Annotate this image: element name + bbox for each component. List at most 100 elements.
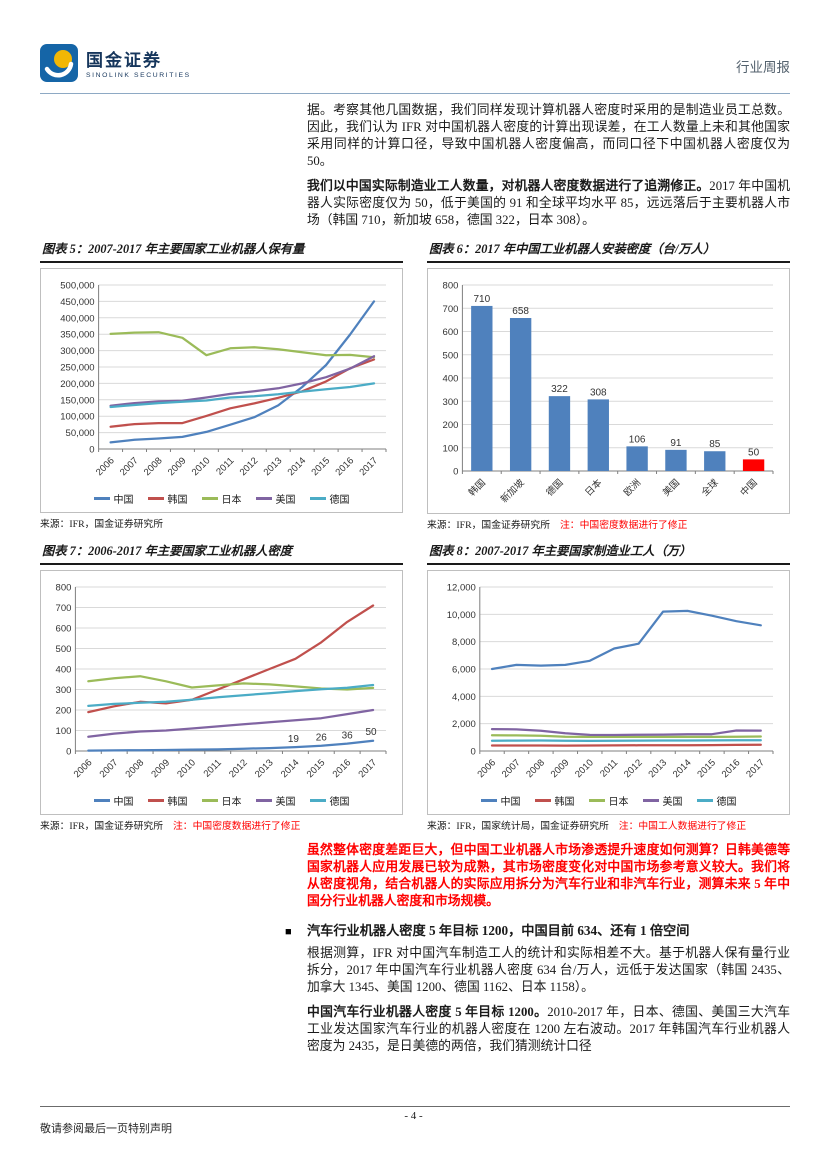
svg-text:6,000: 6,000 [452, 665, 476, 676]
svg-text:400: 400 [442, 374, 458, 385]
svg-text:2008: 2008 [123, 757, 146, 780]
legend-item-韩国: 韩国 [147, 491, 188, 506]
figure-5-title: 图表 5：2007-2017 年主要国家工业机器人保有量 [40, 237, 403, 263]
legend-item-德国: 德国 [309, 491, 350, 506]
svg-text:新加坡: 新加坡 [498, 476, 527, 505]
paragraph-density-correction-lead: 我们以中国实际制造业工人数量，对机器人密度数据进行了追溯修正。 [307, 179, 710, 193]
svg-text:36: 36 [341, 731, 353, 742]
figure-8-title: 图表 8：2007-2017 年主要国家制造业工人（万） [427, 539, 790, 565]
header-divider [40, 93, 790, 94]
figure-8-source: 来源：IFR，国家统计局，国金证券研究所 [427, 821, 609, 832]
svg-text:2010: 2010 [189, 455, 212, 478]
figure-7-canvas: 0 100 200 300 400 500 600 700 800 2006 2007 2008 200… [55, 583, 386, 780]
figure-8-note: 注：中国工人数据进行了修正 [618, 821, 747, 832]
legend-item-中国: 中国 [93, 793, 134, 808]
legend-item-美国: 美国 [255, 491, 296, 506]
section-heading-text: 汽车行业机器人密度 5 年目标 1200，中国目前 634、还有 1 倍空间 [307, 923, 690, 938]
svg-text:300: 300 [55, 685, 71, 696]
svg-text:300,000: 300,000 [60, 346, 94, 357]
bullet-square-icon: ■ [285, 926, 292, 938]
report-body: 据。考察其他几国数据，我们同样发现计算机器人密度时采用的是制造业员工总数。因此，… [40, 102, 790, 1063]
svg-text:250,000: 250,000 [60, 363, 94, 374]
svg-text:200: 200 [442, 420, 458, 431]
svg-text:50,000: 50,000 [65, 428, 94, 439]
figure-7: 图表 7：2006-2017 年主要国家工业机器人密度 0 100 200 300 40… [40, 539, 403, 832]
paragraph-density-correction: 我们以中国实际制造业工人数量，对机器人密度数据进行了追溯修正。2017 年中国机… [307, 178, 790, 229]
svg-text:2009: 2009 [548, 757, 571, 780]
svg-text:2012: 2012 [227, 757, 250, 780]
figure-8-chart-box: 0 2,000 4,000 6,000 8,000 10,000 12,000 2006 200… [427, 570, 790, 815]
svg-text:2009: 2009 [149, 757, 172, 780]
svg-text:500: 500 [442, 350, 458, 361]
legend-swatch [93, 497, 110, 500]
svg-text:2017: 2017 [356, 757, 379, 780]
legend-swatch [93, 799, 110, 802]
svg-text:300: 300 [442, 397, 458, 408]
brand-name-cn: 国金证券 [86, 51, 162, 71]
legend-item-德国: 德国 [309, 793, 350, 808]
svg-text:100: 100 [55, 726, 71, 737]
figure-7-title: 图表 7：2006-2017 年主要国家工业机器人密度 [40, 539, 403, 565]
legend-swatch [309, 497, 326, 500]
legend-swatch [480, 799, 497, 802]
svg-text:2010: 2010 [573, 757, 596, 780]
paragraph-market-penetration-question: 虽然整体密度差距巨大，但中国工业机器人市场渗透提升速度如何测算？日韩美德等国家机… [307, 843, 790, 908]
figure-5-canvas: 0 50,000 100,000 150,000 200,000 250,000 300,0… [60, 281, 386, 478]
paragraph-auto-density-current: 根据测算，IFR 对中国汽车制造工人的统计和实际相差不大。基于机器人保有量行业拆… [307, 946, 790, 994]
svg-text:2006: 2006 [93, 455, 116, 478]
svg-text:美国: 美国 [660, 477, 682, 499]
svg-text:50: 50 [365, 727, 377, 738]
svg-text:2017: 2017 [744, 757, 767, 780]
legend-swatch [588, 799, 605, 802]
svg-text:2017: 2017 [357, 455, 380, 478]
figure-7-source-row: 来源：IFR，国金证券研究所 注：中国密度数据进行了修正 [40, 818, 403, 832]
svg-text:2015: 2015 [695, 757, 718, 780]
page-header: 国金证券 SINOLINK SECURITIES 行业周报 [40, 44, 790, 92]
legend-swatch [255, 799, 272, 802]
svg-text:150,000: 150,000 [60, 395, 94, 406]
legend-swatch [147, 497, 164, 500]
figure-7-note: 注：中国密度数据进行了修正 [173, 821, 301, 832]
legend-swatch [147, 799, 164, 802]
svg-text:322: 322 [551, 384, 568, 395]
footer-disclaimer: 敬请参阅最后一页特别声明 [40, 1123, 172, 1135]
svg-text:200: 200 [55, 706, 71, 717]
svg-text:2016: 2016 [719, 757, 742, 780]
svg-text:全球: 全球 [698, 476, 720, 498]
svg-text:2007: 2007 [117, 455, 140, 478]
svg-text:2013: 2013 [261, 455, 284, 478]
svg-text:600: 600 [442, 327, 458, 338]
svg-text:2014: 2014 [670, 757, 693, 780]
legend-item-中国: 中国 [93, 491, 134, 506]
svg-text:2012: 2012 [237, 455, 260, 478]
svg-text:2008: 2008 [524, 757, 547, 780]
figure-7-legend: 中国 韩国 日本 美国 德国 [43, 791, 400, 812]
svg-text:106: 106 [628, 434, 645, 445]
svg-text:710: 710 [473, 294, 490, 305]
svg-text:200,000: 200,000 [60, 379, 94, 390]
svg-text:450,000: 450,000 [60, 297, 94, 308]
footer-divider [40, 1106, 790, 1107]
svg-text:800: 800 [442, 281, 458, 292]
page-number: - 4 - [404, 1110, 423, 1122]
svg-text:日本: 日本 [582, 476, 604, 498]
figure-5-source-row: 来源：IFR，国金证券研究所 [40, 516, 403, 530]
legend-swatch [534, 799, 551, 802]
report-type-label: 行业周报 [736, 60, 790, 75]
svg-text:400: 400 [55, 665, 71, 676]
figure-5: 图表 5：2007-2017 年主要国家工业机器人保有量 0 50,000 100,… [40, 237, 403, 531]
svg-text:85: 85 [709, 439, 721, 450]
figure-7-chart-box: 0 100 200 300 400 500 600 700 800 2006 2007 2008 200… [40, 570, 403, 815]
figure-8-legend: 中国 韩国 日本 美国 德国 [430, 791, 787, 812]
svg-text:4,000: 4,000 [452, 692, 476, 703]
svg-text:2015: 2015 [304, 757, 327, 780]
svg-text:0: 0 [453, 467, 458, 478]
charts-grid: 图表 5：2007-2017 年主要国家工业机器人保有量 0 50,000 100,… [40, 237, 790, 832]
sinolink-logo-icon [40, 44, 78, 87]
svg-text:19: 19 [287, 734, 299, 745]
svg-text:2008: 2008 [141, 455, 164, 478]
svg-text:中国: 中国 [737, 477, 759, 499]
legend-item-韩国: 韩国 [147, 793, 188, 808]
legend-swatch [696, 799, 713, 802]
svg-text:2006: 2006 [475, 757, 498, 780]
